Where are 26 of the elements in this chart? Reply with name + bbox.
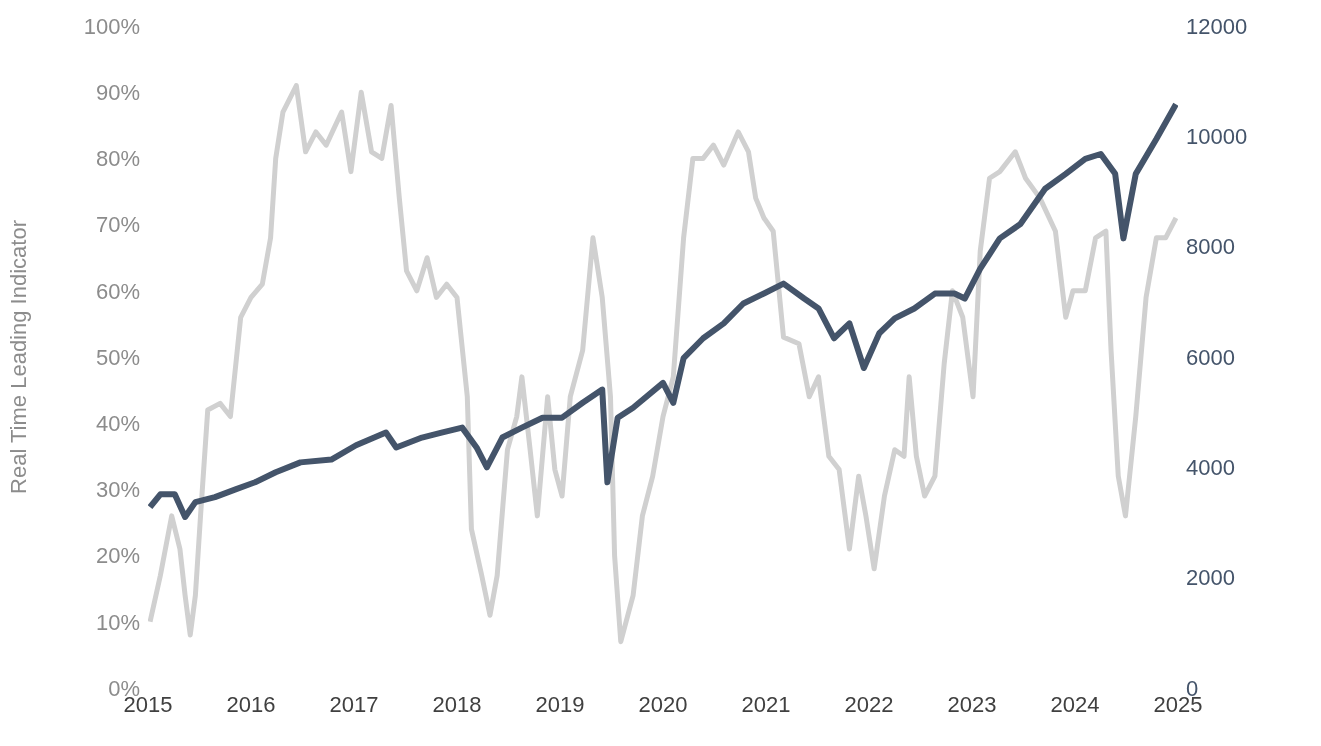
y-tick-label: 20% [95,543,140,569]
y-tick-label: 70% [95,212,140,238]
y-tick-label: 80% [95,146,140,172]
y2-tick-label: 10000 [1186,124,1248,150]
y2-tick-label: 12000 [1186,13,1248,39]
x-tick-label: 2021 [741,691,791,717]
x-tick-label: 2024 [1050,691,1100,717]
y2-tick-label: 2000 [1186,565,1235,591]
y2-tick-label: 8000 [1186,234,1235,260]
x-tick-label: 2019 [535,691,585,717]
y-tick-label: 10% [95,609,140,635]
y2-tick-label: 6000 [1186,344,1235,370]
x-tick-label: 2017 [329,691,379,717]
y-tick-label: 30% [95,477,140,503]
y-axis-title: Real Time Leading Indicator [5,220,31,494]
y-tick-label: 50% [95,344,140,370]
y-tick-label: 90% [95,80,140,106]
x-tick-label: 2020 [638,691,688,717]
y-tick-label: 100% [83,13,140,39]
x-tick-label: 2016 [226,691,276,717]
y-tick-label: 60% [95,278,140,304]
y-tick-label: 40% [95,411,140,437]
y2-tick-label: 4000 [1186,455,1235,481]
x-tick-label: 2023 [947,691,997,717]
x-tick-label: 2022 [844,691,894,717]
x-tick-label: 2018 [432,691,482,717]
